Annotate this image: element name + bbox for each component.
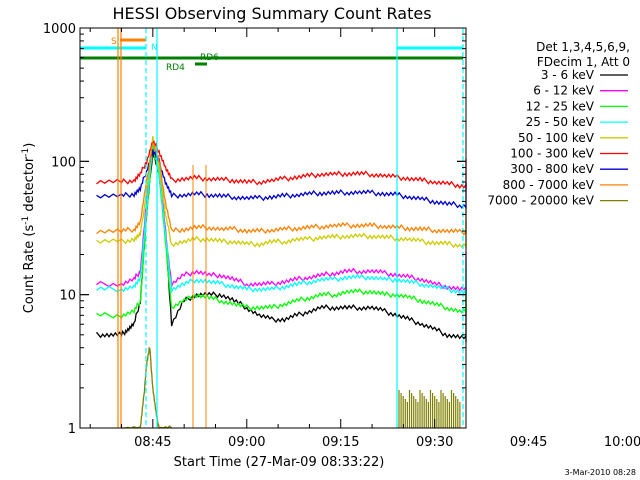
- y-axis-label-main: Count Rate (s: [22, 225, 37, 314]
- legend-label: 300 - 800 keV: [510, 162, 594, 176]
- annotation-rd4: RD4: [166, 63, 185, 73]
- x-tick-label: 08:45: [134, 435, 171, 450]
- y-tick-label: 1000: [43, 22, 76, 37]
- y-axis-label: Count Rate (s-1 detector-1): [21, 143, 37, 314]
- annotation-n: N: [151, 43, 158, 53]
- y-tick-label: 100: [51, 155, 76, 170]
- annotation-rd6: RD6: [200, 53, 219, 63]
- y-axis-label-mid: detector: [22, 156, 37, 216]
- y-tick-label: 10: [59, 289, 76, 304]
- y-axis-label-sup2: -1: [21, 148, 31, 157]
- x-tick-label: 09:00: [228, 435, 265, 450]
- legend-label: 800 - 7000 keV: [503, 178, 595, 192]
- legend-label: 100 - 300 keV: [510, 147, 594, 161]
- series-line-7000-20000-kev: [121, 346, 173, 429]
- y-axis-label-sup1: -1: [21, 216, 31, 225]
- footer-timestamp: 3-Mar-2010 08:28: [565, 468, 636, 477]
- legend-label: 25 - 50 keV: [526, 115, 595, 129]
- legend-label: 50 - 100 keV: [518, 131, 595, 145]
- x-axis: 08:45 09:00 09:15 09:30 09:45 10:00: [89, 28, 640, 450]
- legend-header-line2: FDecim 1, Att 0: [537, 55, 630, 69]
- plot-frame: [79, 27, 467, 429]
- y-axis: 1 10 100 1000: [43, 22, 466, 437]
- legend-label: 3 - 6 keV: [541, 68, 595, 82]
- legend-label: 7000 - 20000 keV: [487, 194, 594, 208]
- annotation-s: S: [111, 37, 117, 47]
- series-line-12-25-kev: [96, 143, 467, 319]
- plot-clip-group: S N RD6 RD4: [80, 28, 467, 429]
- legend: Det 1,3,4,5,6,9, FDecim 1, Att 0 3 - 6 k…: [487, 40, 630, 208]
- x-tick-label: 09:30: [416, 435, 453, 450]
- y-tick-label: 1: [68, 422, 76, 437]
- legend-label: 6 - 12 keV: [533, 84, 595, 98]
- x-tick-label: 10:00: [604, 435, 640, 450]
- y-axis-label-end: ): [22, 143, 37, 148]
- x-axis-label: Start Time (27-Mar-09 08:33:22): [174, 455, 385, 470]
- legend-header-line1: Det 1,3,4,5,6,9,: [536, 40, 630, 54]
- x-tick-label: 09:15: [322, 435, 359, 450]
- x-tick-label: 09:45: [510, 435, 547, 450]
- legend-label: 12 - 25 keV: [526, 99, 595, 113]
- chart-title: HESSI Observing Summary Count Rates: [112, 4, 431, 23]
